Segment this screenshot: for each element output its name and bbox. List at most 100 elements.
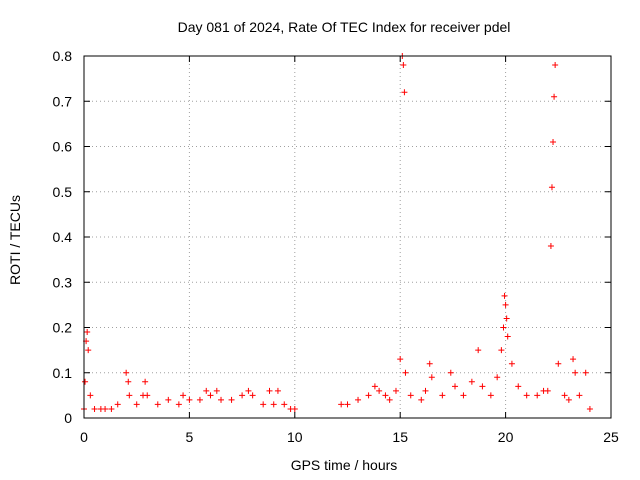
data-point [572,369,579,376]
data-point [239,392,246,399]
data-point [274,387,281,394]
data-point [447,369,454,376]
data-point [550,138,557,145]
data-point [175,401,182,408]
y-tick-label: 0.8 [53,48,73,64]
data-point [154,401,161,408]
data-point [400,62,407,69]
data-point [561,392,568,399]
x-tick-label: 20 [498,429,514,445]
data-point [102,405,109,412]
y-tick-label: 0.3 [53,274,73,290]
x-tick-label: 15 [392,429,408,445]
data-point [266,387,273,394]
data-point [126,392,133,399]
x-tick-label: 10 [287,429,303,445]
data-point [502,301,509,308]
data-point [392,387,399,394]
data-point [548,184,555,191]
data-point [228,396,235,403]
x-tick-label: 25 [603,429,619,445]
data-point [468,378,475,385]
data-point [365,392,372,399]
chart-title: Day 081 of 2024, Rate Of TEC Index for r… [178,19,511,35]
data-point [494,374,501,381]
y-tick-label: 0.6 [53,139,73,155]
data-point [418,396,425,403]
data-point [355,396,362,403]
data-point [344,401,351,408]
data-point [123,369,130,376]
data-point [338,401,345,408]
data-point [180,392,187,399]
data-point [401,89,408,96]
data-point [498,347,505,354]
x-tick-label: 0 [80,429,88,445]
data-point [144,392,151,399]
data-point [552,62,559,69]
data-point [500,324,507,331]
data-point [371,383,378,390]
data-points [81,53,593,412]
data-point [213,387,220,394]
y-tick-label: 0.2 [53,320,73,336]
y-tick-label: 0.4 [53,229,73,245]
data-point [82,378,89,385]
data-point [260,401,267,408]
data-point [503,315,510,322]
data-point [87,392,94,399]
data-point [245,387,252,394]
data-point [487,392,494,399]
data-point [582,369,589,376]
data-point [108,405,115,412]
data-point [428,374,435,381]
data-point [382,392,389,399]
data-point [534,392,541,399]
y-tick-label: 0.5 [53,184,73,200]
data-point [479,383,486,390]
data-point [565,396,572,403]
data-point [551,93,558,100]
data-point [218,396,225,403]
data-point [133,401,140,408]
data-point [523,392,530,399]
data-point [125,378,132,385]
y-tick-label: 0.1 [53,365,73,381]
y-tick-label: 0.7 [53,93,73,109]
data-point [555,360,562,367]
data-point [91,405,98,412]
data-point [544,387,551,394]
data-point [165,396,172,403]
data-point [270,401,277,408]
data-point [422,387,429,394]
data-point [439,392,446,399]
data-point [501,292,508,299]
data-point [196,396,203,403]
data-point [547,243,554,250]
x-axis-title: GPS time / hours [291,457,398,473]
y-axis-title: ROTI / TECUs [7,195,23,285]
data-point [515,383,522,390]
data-point [586,405,593,412]
data-point [407,392,414,399]
data-point [386,396,393,403]
data-point [570,356,577,363]
y-tick-label: 0 [64,410,72,426]
data-point [203,387,210,394]
data-point [475,347,482,354]
data-point [504,333,511,340]
data-point [207,392,214,399]
data-point [291,405,298,412]
data-point [402,369,409,376]
x-tick-label: 5 [186,429,194,445]
data-point [576,392,583,399]
data-point [84,329,91,336]
data-point [114,401,121,408]
data-point [397,356,404,363]
axis-ticks: 0 5 10 15 20 25 0 0.1 0.2 0.3 0.4 0.5 0.6 0.7 0.8 [53,48,619,445]
data-point [281,401,288,408]
data-point [142,378,149,385]
data-point [426,360,433,367]
